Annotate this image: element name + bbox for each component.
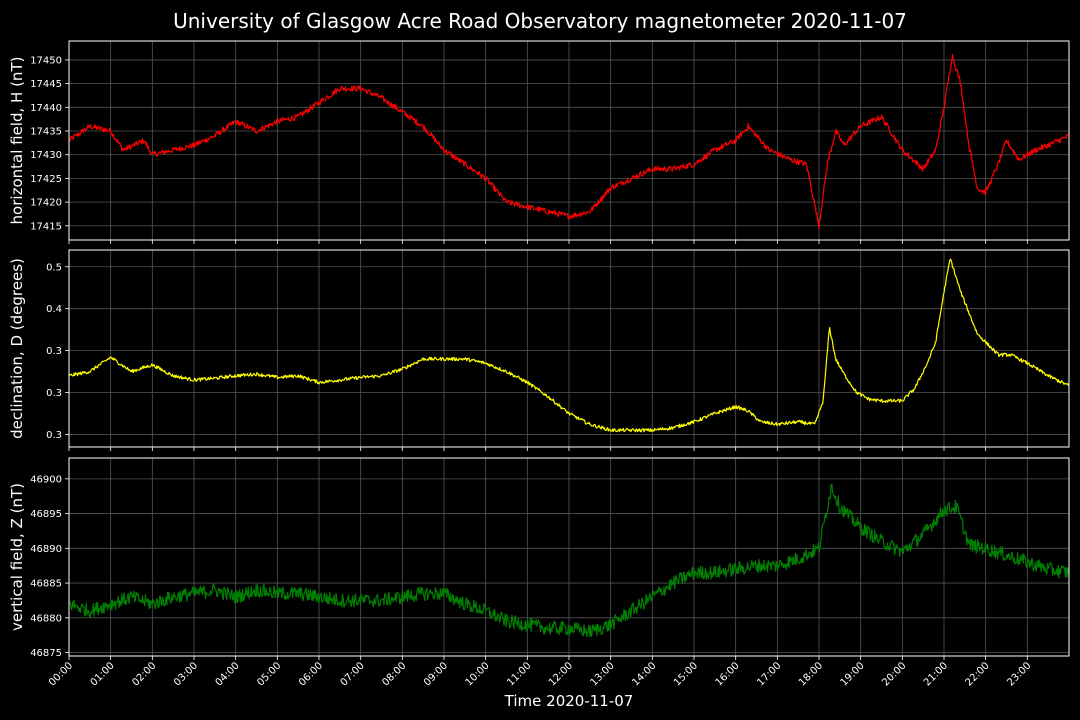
y-axis-label: vertical field, Z (nT) xyxy=(8,483,26,631)
y-axis-label: declination, D (degrees) xyxy=(8,258,26,439)
axes-frame xyxy=(68,457,1070,657)
y-tick-label: 17415 xyxy=(30,221,62,232)
chart-title: University of Glasgow Acre Road Observat… xyxy=(173,9,907,33)
z-field-panel: 46875 46880 46885 46890 46895 46900 vertical f… xyxy=(8,457,1070,660)
y-tick-label: 0.3 xyxy=(46,346,62,357)
y-tick-label: 46875 xyxy=(30,648,62,659)
y-tick-label: 46900 xyxy=(30,474,62,485)
x-axis-label: Time 2020-11-07 xyxy=(504,692,634,710)
y-tick-label: 46885 xyxy=(30,579,62,590)
h-field-panel: 17415 17420 17425 17430 17435 17440 17445 17450… xyxy=(8,40,1070,244)
y-tick-label: 17430 xyxy=(30,150,62,161)
y-tick-label: 17450 xyxy=(30,55,62,66)
y-tick-label: 0.3 xyxy=(46,388,62,399)
h-field-series-line xyxy=(68,53,1070,230)
panels: 17415 17420 17425 17430 17435 17440 17445 17450… xyxy=(8,40,1070,660)
y-axis-label: horizontal field, H (nT) xyxy=(8,57,26,225)
y-tick-label: 17425 xyxy=(30,174,62,185)
y-tick-label: 0.5 xyxy=(46,262,62,273)
axes-frame xyxy=(68,249,1070,448)
axes-frame xyxy=(68,40,1070,241)
y-tick-label: 46880 xyxy=(30,613,62,624)
y-tick-label: 17420 xyxy=(30,198,62,209)
y-tick-label: 0.4 xyxy=(46,304,62,315)
declination-series-line xyxy=(68,258,1070,433)
z-field-series-line xyxy=(68,483,1070,638)
declination-panel: 0.3 0.3 0.3 0.4 0.5 declination, D (degrees) xyxy=(8,249,1070,451)
y-tick-label: 0.3 xyxy=(46,430,62,441)
y-tick-label: 46890 xyxy=(30,544,62,555)
y-tick-label: 17445 xyxy=(30,79,62,90)
y-tick-label: 17435 xyxy=(30,127,62,138)
y-tick-label: 46895 xyxy=(30,509,62,520)
y-tick-label: 17440 xyxy=(30,103,62,114)
